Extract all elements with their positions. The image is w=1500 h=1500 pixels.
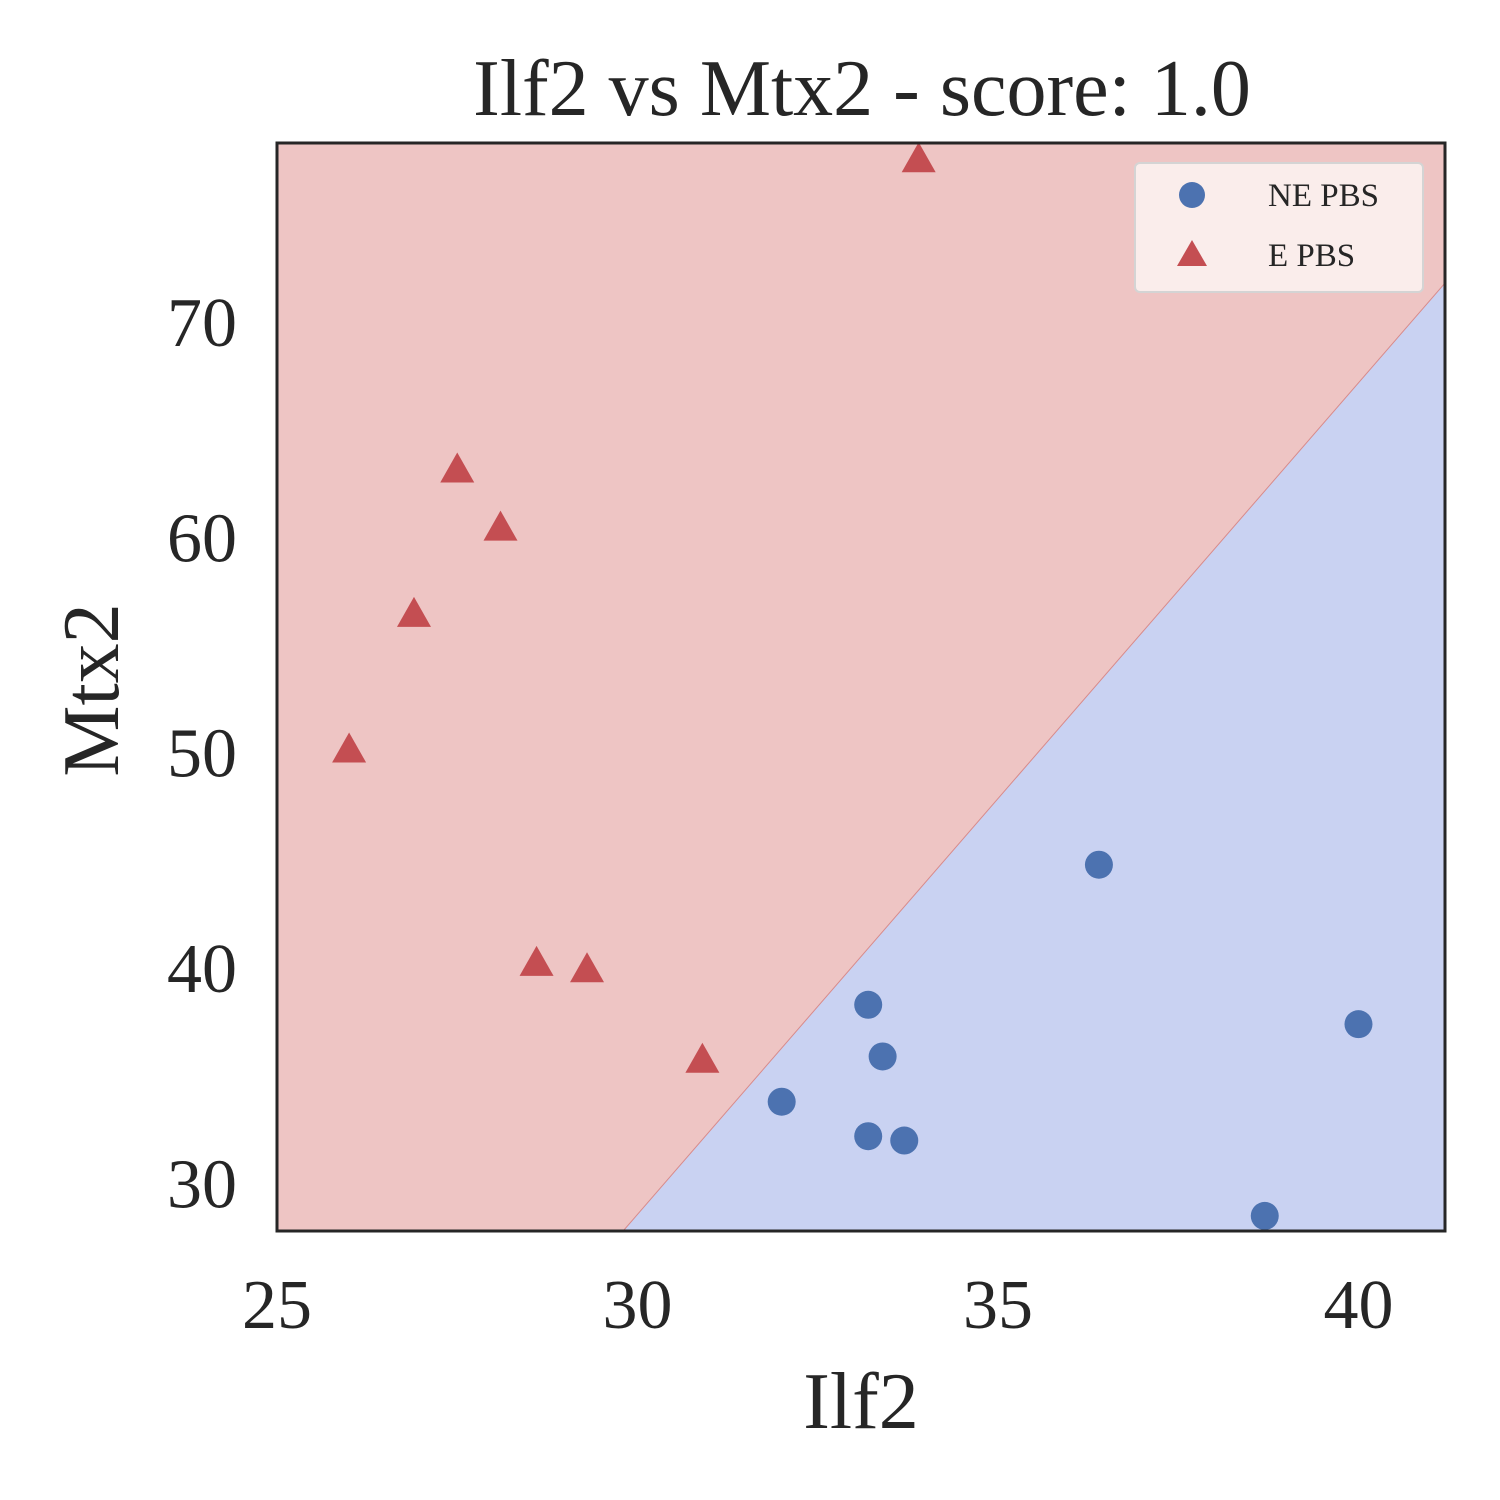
legend-label-e-pbs: E PBS xyxy=(1268,238,1355,274)
x-tick-label: 40 xyxy=(1323,1267,1393,1344)
legend: NE PBS E PBS xyxy=(1134,162,1424,293)
y-axis-ticks: 30 40 50 60 70 xyxy=(167,285,237,1224)
ne-pbs-point-3 xyxy=(854,1122,883,1151)
y-tick-label: 70 xyxy=(167,285,237,362)
x-axis-ticks: 25 30 35 40 xyxy=(242,1267,1393,1344)
ne-pbs-point-1 xyxy=(854,990,883,1019)
region-e-pbs xyxy=(277,143,1445,1231)
ne-pbs-point-4 xyxy=(890,1126,919,1155)
ne-pbs-point-6 xyxy=(1250,1201,1279,1230)
e-pbs-point-0 xyxy=(332,732,367,763)
e-pbs-point-7 xyxy=(901,142,936,173)
y-tick-label: 40 xyxy=(167,931,237,1008)
plot-frame xyxy=(275,141,1447,1233)
y-tick-label: 30 xyxy=(167,1147,237,1224)
legend-marker-ne-pbs xyxy=(1179,182,1205,208)
x-axis-label: Ilf2 xyxy=(803,1358,919,1446)
e-pbs-point-4 xyxy=(519,945,554,976)
y-tick-label: 60 xyxy=(167,500,237,577)
plot-area xyxy=(275,141,1447,1233)
x-tick-label: 35 xyxy=(963,1267,1033,1344)
e-pbs-point-3 xyxy=(483,510,518,541)
ne-pbs-point-7 xyxy=(1344,1010,1373,1039)
x-tick-label: 30 xyxy=(602,1267,672,1344)
ne-pbs-point-0 xyxy=(767,1087,796,1116)
e-pbs-point-1 xyxy=(396,596,431,627)
ne-pbs-point-2 xyxy=(868,1042,897,1071)
e-pbs-point-2 xyxy=(440,452,475,483)
e-pbs-point-6 xyxy=(685,1042,720,1073)
y-axis-label: Mtx2 xyxy=(48,603,136,776)
legend-box xyxy=(1134,162,1424,293)
legend-label-ne-pbs: NE PBS xyxy=(1268,178,1379,214)
ne-pbs-point-5 xyxy=(1084,850,1113,879)
x-tick-label: 25 xyxy=(242,1267,312,1344)
decision-boundary-line xyxy=(622,282,1446,1232)
chart-title: Ilf2 vs Mtx2 - score: 1.0 xyxy=(473,45,1251,133)
legend-marker-e-pbs xyxy=(1177,240,1207,266)
y-tick-label: 50 xyxy=(167,716,237,793)
points-layer xyxy=(332,142,1373,1230)
e-pbs-point-5 xyxy=(570,952,605,983)
